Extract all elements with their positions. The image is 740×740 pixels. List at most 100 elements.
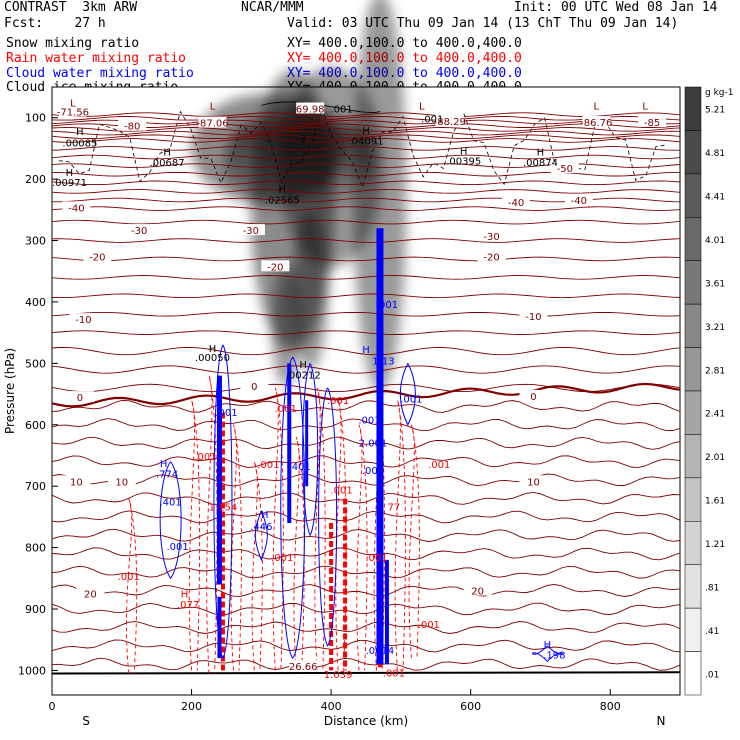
snow-plume-5 xyxy=(271,266,300,387)
field-label-34: H xyxy=(261,510,269,521)
rain-contour-5 xyxy=(272,387,284,671)
temp-contour-30 xyxy=(51,473,681,487)
cloud-water-contour-1 xyxy=(280,356,306,659)
temp-label-10: -40 xyxy=(68,203,84,214)
temp-label-bg-7 xyxy=(550,162,579,174)
temp-contour-12 xyxy=(51,180,681,186)
temp-label-bg-24 xyxy=(519,475,548,487)
field-label-4: L xyxy=(642,101,648,112)
colorbar-label-3: 4.01 xyxy=(705,236,725,246)
temp-contour-0 xyxy=(51,112,681,117)
y-tick-label-3: 400 xyxy=(25,296,46,309)
colorbar-swatch-7 xyxy=(684,390,702,435)
field-label-30: .774 xyxy=(156,469,178,480)
temp-label-bg-2 xyxy=(118,119,147,131)
legend-rain-label: Rain water mixing ratio xyxy=(6,51,187,66)
y-tick-label-6: 700 xyxy=(25,480,46,493)
legend-snow-label: Snow mixing ratio xyxy=(6,36,140,51)
rain-contour-11 xyxy=(394,400,406,671)
field-label-43: .001 xyxy=(215,408,237,419)
temp-label-bg-4 xyxy=(435,114,464,126)
x-tick-label-2: 400 xyxy=(321,700,342,713)
temp-contour-39 xyxy=(51,639,681,653)
temp-label-9: -40 xyxy=(571,196,587,207)
temp-label-bg-25 xyxy=(76,587,105,599)
field-label-25: .00212 xyxy=(286,370,321,381)
colorbar-label-6: 2.81 xyxy=(705,366,725,376)
y-tick-label-1: 200 xyxy=(25,173,46,186)
field-label-2: L xyxy=(419,101,425,112)
temp-contour-8 xyxy=(51,146,680,151)
field-label-29: H xyxy=(160,459,168,470)
temp-contour-34 xyxy=(51,547,681,561)
temp-contour-9 xyxy=(51,154,681,160)
field-label-28: 1.13 xyxy=(372,356,394,367)
colorbar-swatch-10 xyxy=(684,521,702,565)
field-label-24: H xyxy=(299,360,307,371)
temp-contour-33 xyxy=(51,528,681,542)
temp-contour-14 xyxy=(52,197,681,203)
rain-contour-1 xyxy=(188,400,201,671)
temp-label-bg-26 xyxy=(463,584,492,596)
legend-cloud-water-label: Cloud water mixing ratio xyxy=(6,66,194,81)
temp-label-1: -87.06 xyxy=(196,119,228,130)
colorbar-swatch-12 xyxy=(684,607,702,652)
snow-plume-1 xyxy=(250,69,335,350)
temp-label-25: 20 xyxy=(84,590,97,601)
temp-label-2: -80 xyxy=(124,122,140,133)
temp-contour-26 xyxy=(51,400,681,413)
y-tick-label-7: 800 xyxy=(25,542,46,555)
y-tick-label-4: 500 xyxy=(25,357,46,370)
field-label-39: .401 xyxy=(289,462,311,473)
temp-contour-2 xyxy=(51,119,681,125)
temp-contour-10 xyxy=(51,163,681,168)
temp-contour-5 xyxy=(51,130,681,136)
colorbar-swatch-4 xyxy=(684,260,702,305)
temp-label-bg-14 xyxy=(83,250,112,262)
rain-contour-4 xyxy=(251,461,263,671)
temp-label-bg-19 xyxy=(65,391,94,403)
temp-label-bg-11 xyxy=(125,224,154,236)
y-tick-label-5: 600 xyxy=(25,419,46,432)
temp-contour-28 xyxy=(51,436,681,450)
temp-contour-24 xyxy=(51,365,681,374)
freezing-level-contour xyxy=(51,382,681,408)
temp-contour-6 xyxy=(51,134,681,140)
temp-label-8: -40 xyxy=(508,198,524,209)
rain-contour-10 xyxy=(373,387,385,671)
temp-contour-20 xyxy=(51,293,681,299)
title-center: NCAR/MMM xyxy=(241,0,304,15)
legend-cloud-ice-label: Cloud ice mixing ratio xyxy=(6,80,179,95)
cloud-water-contour-4 xyxy=(399,363,416,426)
cloud-water-contour-3 xyxy=(302,363,319,537)
field-label-35: .001 xyxy=(400,394,422,405)
colorbar-label-13: .01 xyxy=(705,670,719,680)
temp-contour-27 xyxy=(51,418,681,432)
x-tick-label-3: 600 xyxy=(460,700,481,713)
temp-label-bg-22 xyxy=(62,475,91,487)
temp-contour-19 xyxy=(51,275,681,280)
field-label-23: .00050 xyxy=(195,353,230,364)
temp-contour-32 xyxy=(51,510,681,524)
temp-label-bg-18 xyxy=(519,310,548,322)
temp-contour-1 xyxy=(51,116,681,121)
temp-label-17: -10 xyxy=(75,315,91,326)
forecast-hour: Fcst: 27 h xyxy=(4,16,106,31)
temp-contour-13 xyxy=(51,189,681,194)
field-label-50: 1.154 xyxy=(209,502,238,513)
temp-label-22: 10 xyxy=(70,477,83,488)
temp-label-bg-15 xyxy=(261,260,290,272)
temp-contour-37 xyxy=(51,602,681,616)
field-label-20: .001 xyxy=(421,114,443,125)
field-label-32: .001 xyxy=(166,542,188,553)
colorbar-swatch-9 xyxy=(684,477,702,522)
temp-contour-17 xyxy=(51,238,681,243)
colorbar-label-10: 1.21 xyxy=(705,540,725,550)
temp-label-15: -20 xyxy=(267,262,283,273)
y-tick-label-2: 300 xyxy=(25,235,46,248)
temp-contour-16 xyxy=(51,219,681,225)
rain-contour-3 xyxy=(230,424,242,671)
field-label-12: .02565 xyxy=(265,195,300,206)
field-label-46: .001 xyxy=(194,452,216,463)
field-label-41: .198 xyxy=(543,650,565,661)
